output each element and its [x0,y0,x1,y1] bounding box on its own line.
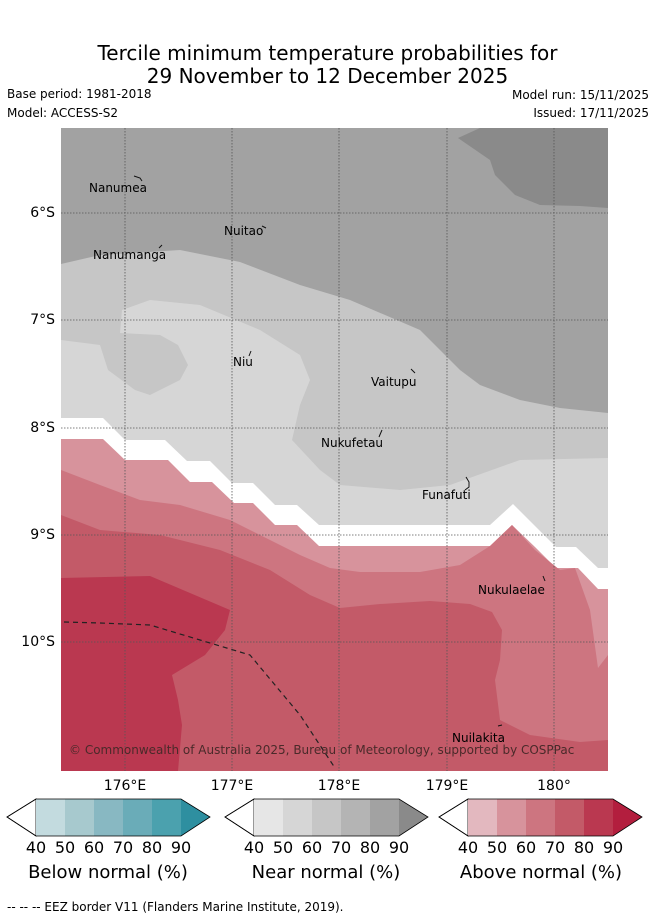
place-label-nuilakita: Nuilakita [452,731,505,745]
above-swatch-60 [526,799,555,836]
near-swatch-40 [254,799,283,836]
below-tick-70: 70 [112,838,134,857]
near-tick-70: 70 [330,838,352,857]
model-name: Model: ACCESS-S2 [7,106,119,120]
near-tick-40: 40 [243,838,265,857]
below-swatch-80 [152,799,181,836]
above-swatch-50 [497,799,526,836]
above-tick-90: 90 [602,838,624,857]
place-label-nanumanga: Nanumanga [93,248,166,262]
below-tick-50: 50 [54,838,76,857]
colorbar-title-below: Below normal (%) [28,862,188,883]
eez-legend: -- -- -- EEZ border V11 (Flanders Marine… [7,900,344,914]
lat-label-10s: 10°S [21,634,55,650]
base-period: Base period: 1981-2018 [7,87,152,101]
below-swatch-90 [181,799,210,836]
map-title-line2: 29 November to 12 December 2025 [146,64,509,88]
colorbar-title-above: Above normal (%) [459,862,623,883]
lon-label-176e: 176°E [103,778,147,794]
above-swatch-40 [468,799,497,836]
colorbar-below-normal [6,798,211,837]
lat-label-6s: 6°S [30,205,55,221]
above-swatch-80 [584,799,613,836]
lat-label-7s: 7°S [30,312,55,328]
colorbar-above-normal [438,798,643,837]
issued-date: Issued: 17/11/2025 [533,106,649,120]
lat-label-9s: 9°S [30,527,55,543]
lon-label-179e: 179°E [425,778,469,794]
above-normal-70-zone [61,515,608,771]
model-run: Model run: 15/11/2025 [511,88,649,102]
near-swatch-50 [283,799,312,836]
near-swatch-60 [312,799,341,836]
above-tick-60: 60 [515,838,537,857]
island-outlines [133,175,546,727]
above-normal-80-zone [61,576,230,771]
below-tick-40: 40 [25,838,47,857]
near-tick-60: 60 [301,838,323,857]
near-normal-90-zone [458,128,608,208]
below-tick-60: 60 [83,838,105,857]
above-tick-40: 40 [457,838,479,857]
below-tick-90: 90 [170,838,192,857]
lat-label-8s: 8°S [30,420,55,436]
near-swatch-80 [370,799,399,836]
lon-label-177e: 177°E [210,778,254,794]
below-swatch-40 [36,799,65,836]
lon-label-180: 180° [537,778,571,794]
above-swatch-90 [613,799,642,836]
place-label-funafuti: Funafuti [422,488,471,502]
above-tick-70: 70 [544,838,566,857]
place-label-niu: Niu [233,355,253,369]
near-swatch-90 [399,799,428,836]
place-label-vaitupu: Vaitupu [371,375,417,389]
near-swatch-70 [341,799,370,836]
colorbar-title-near: Near normal (%) [251,862,401,883]
place-label-nukufetau: Nukufetau [321,436,383,450]
near-tick-50: 50 [272,838,294,857]
graticule [61,128,608,771]
near-tick-80: 80 [359,838,381,857]
copyright-notice: © Commonwealth of Australia 2025, Bureau… [69,743,574,757]
below-swatch-60 [94,799,123,836]
below-swatch-70 [123,799,152,836]
eez-border [63,621,336,769]
above-tick-50: 50 [486,838,508,857]
place-label-nukulaelae: Nukulaelae [478,583,545,597]
near-tick-90: 90 [388,838,410,857]
map-title-line1: Tercile minimum temperature probabilitie… [97,41,558,65]
lon-label-178e: 178°E [317,778,361,794]
place-label-nanumea: Nanumea [89,181,147,195]
place-label-nuitao: Nuitao [224,224,263,238]
colorbar-near-normal [224,798,429,837]
above-swatch-70 [555,799,584,836]
below-tick-80: 80 [141,838,163,857]
below-swatch-50 [65,799,94,836]
above-tick-80: 80 [573,838,595,857]
